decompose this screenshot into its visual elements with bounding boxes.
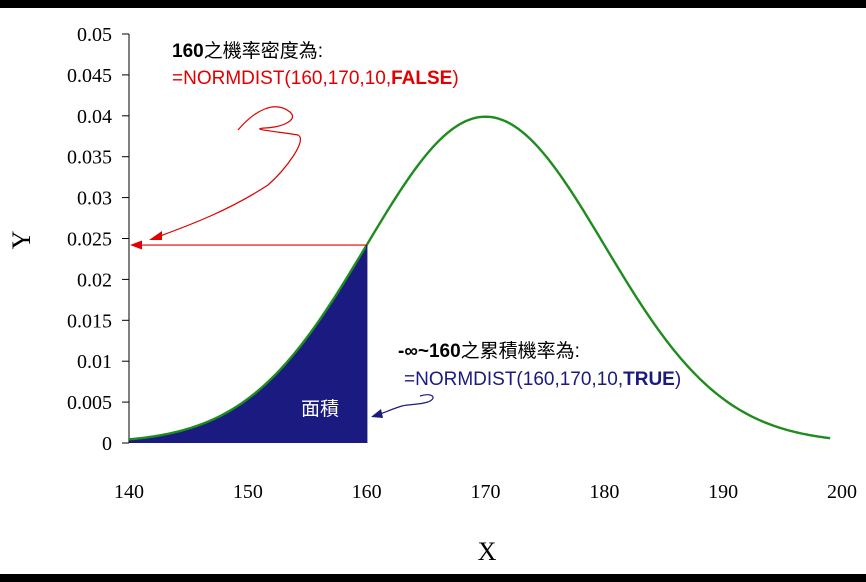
cdf-squiggle-arrow	[379, 394, 434, 415]
pdf-annotation-title: 160之機率密度為:	[172, 40, 323, 62]
x-tick-label: 160	[352, 481, 382, 503]
x-tick-label: 150	[233, 481, 263, 503]
x-tick-label: 180	[589, 481, 619, 503]
y-tick-label: 0.045	[67, 65, 112, 87]
x-tick-label: 170	[471, 481, 501, 503]
y-tick-label: 0	[102, 433, 112, 455]
normal-curve	[128, 115, 831, 441]
y-tick-label: 0.01	[77, 351, 112, 373]
y-tick-label: 0.05	[77, 24, 112, 46]
pdf-formula: =NORMDIST(160,170,10,FALSE)	[172, 68, 459, 89]
cdf-squiggle-arrowhead	[371, 409, 383, 418]
pdf-title-bold: 160	[172, 41, 204, 62]
cdf-formula: =NORMDIST(160,170,10,TRUE)	[404, 369, 681, 390]
x-tick-label: 200	[827, 481, 857, 503]
y-tick-label: 0.02	[77, 269, 112, 291]
y-tick-label: 0.015	[67, 310, 112, 332]
shaded-area-fill	[129, 245, 367, 443]
shaded-area-label: 面積	[301, 398, 339, 420]
y-tick-label: 0.03	[77, 188, 112, 210]
pdf-formula-prefix: =NORMDIST(160,170,10,	[172, 68, 391, 89]
pdf-title-text: 之機率密度為:	[204, 40, 323, 62]
chart-background	[0, 8, 866, 574]
cdf-formula-flag: TRUE	[623, 369, 675, 390]
cdf-title-text: 之累積機率為:	[461, 340, 580, 362]
pdf-formula-flag: FALSE	[391, 68, 452, 89]
pdf-formula-suffix: )	[452, 68, 458, 89]
pdf-squiggle-arrowhead	[149, 231, 162, 240]
x-tick-label: 140	[114, 481, 144, 503]
x-axis-label: X	[478, 537, 497, 566]
pdf-squiggle-arrow	[159, 106, 301, 237]
y-tick-label: 0.04	[77, 106, 112, 128]
cdf-title-bold: -∞~160	[398, 341, 461, 362]
x-tick-label: 190	[708, 481, 738, 503]
y-tick-label: 0.025	[67, 229, 112, 251]
y-axis-label: Y	[7, 230, 36, 249]
cdf-formula-suffix: )	[675, 369, 681, 390]
cdf-formula-prefix: =NORMDIST(160,170,10,	[404, 369, 623, 390]
y-tick-label: 0.035	[67, 147, 112, 169]
density-marker-arrowhead	[130, 240, 142, 250]
y-tick-label: 0.005	[67, 392, 112, 414]
cdf-annotation-title: -∞~160之累積機率為:	[398, 340, 580, 362]
